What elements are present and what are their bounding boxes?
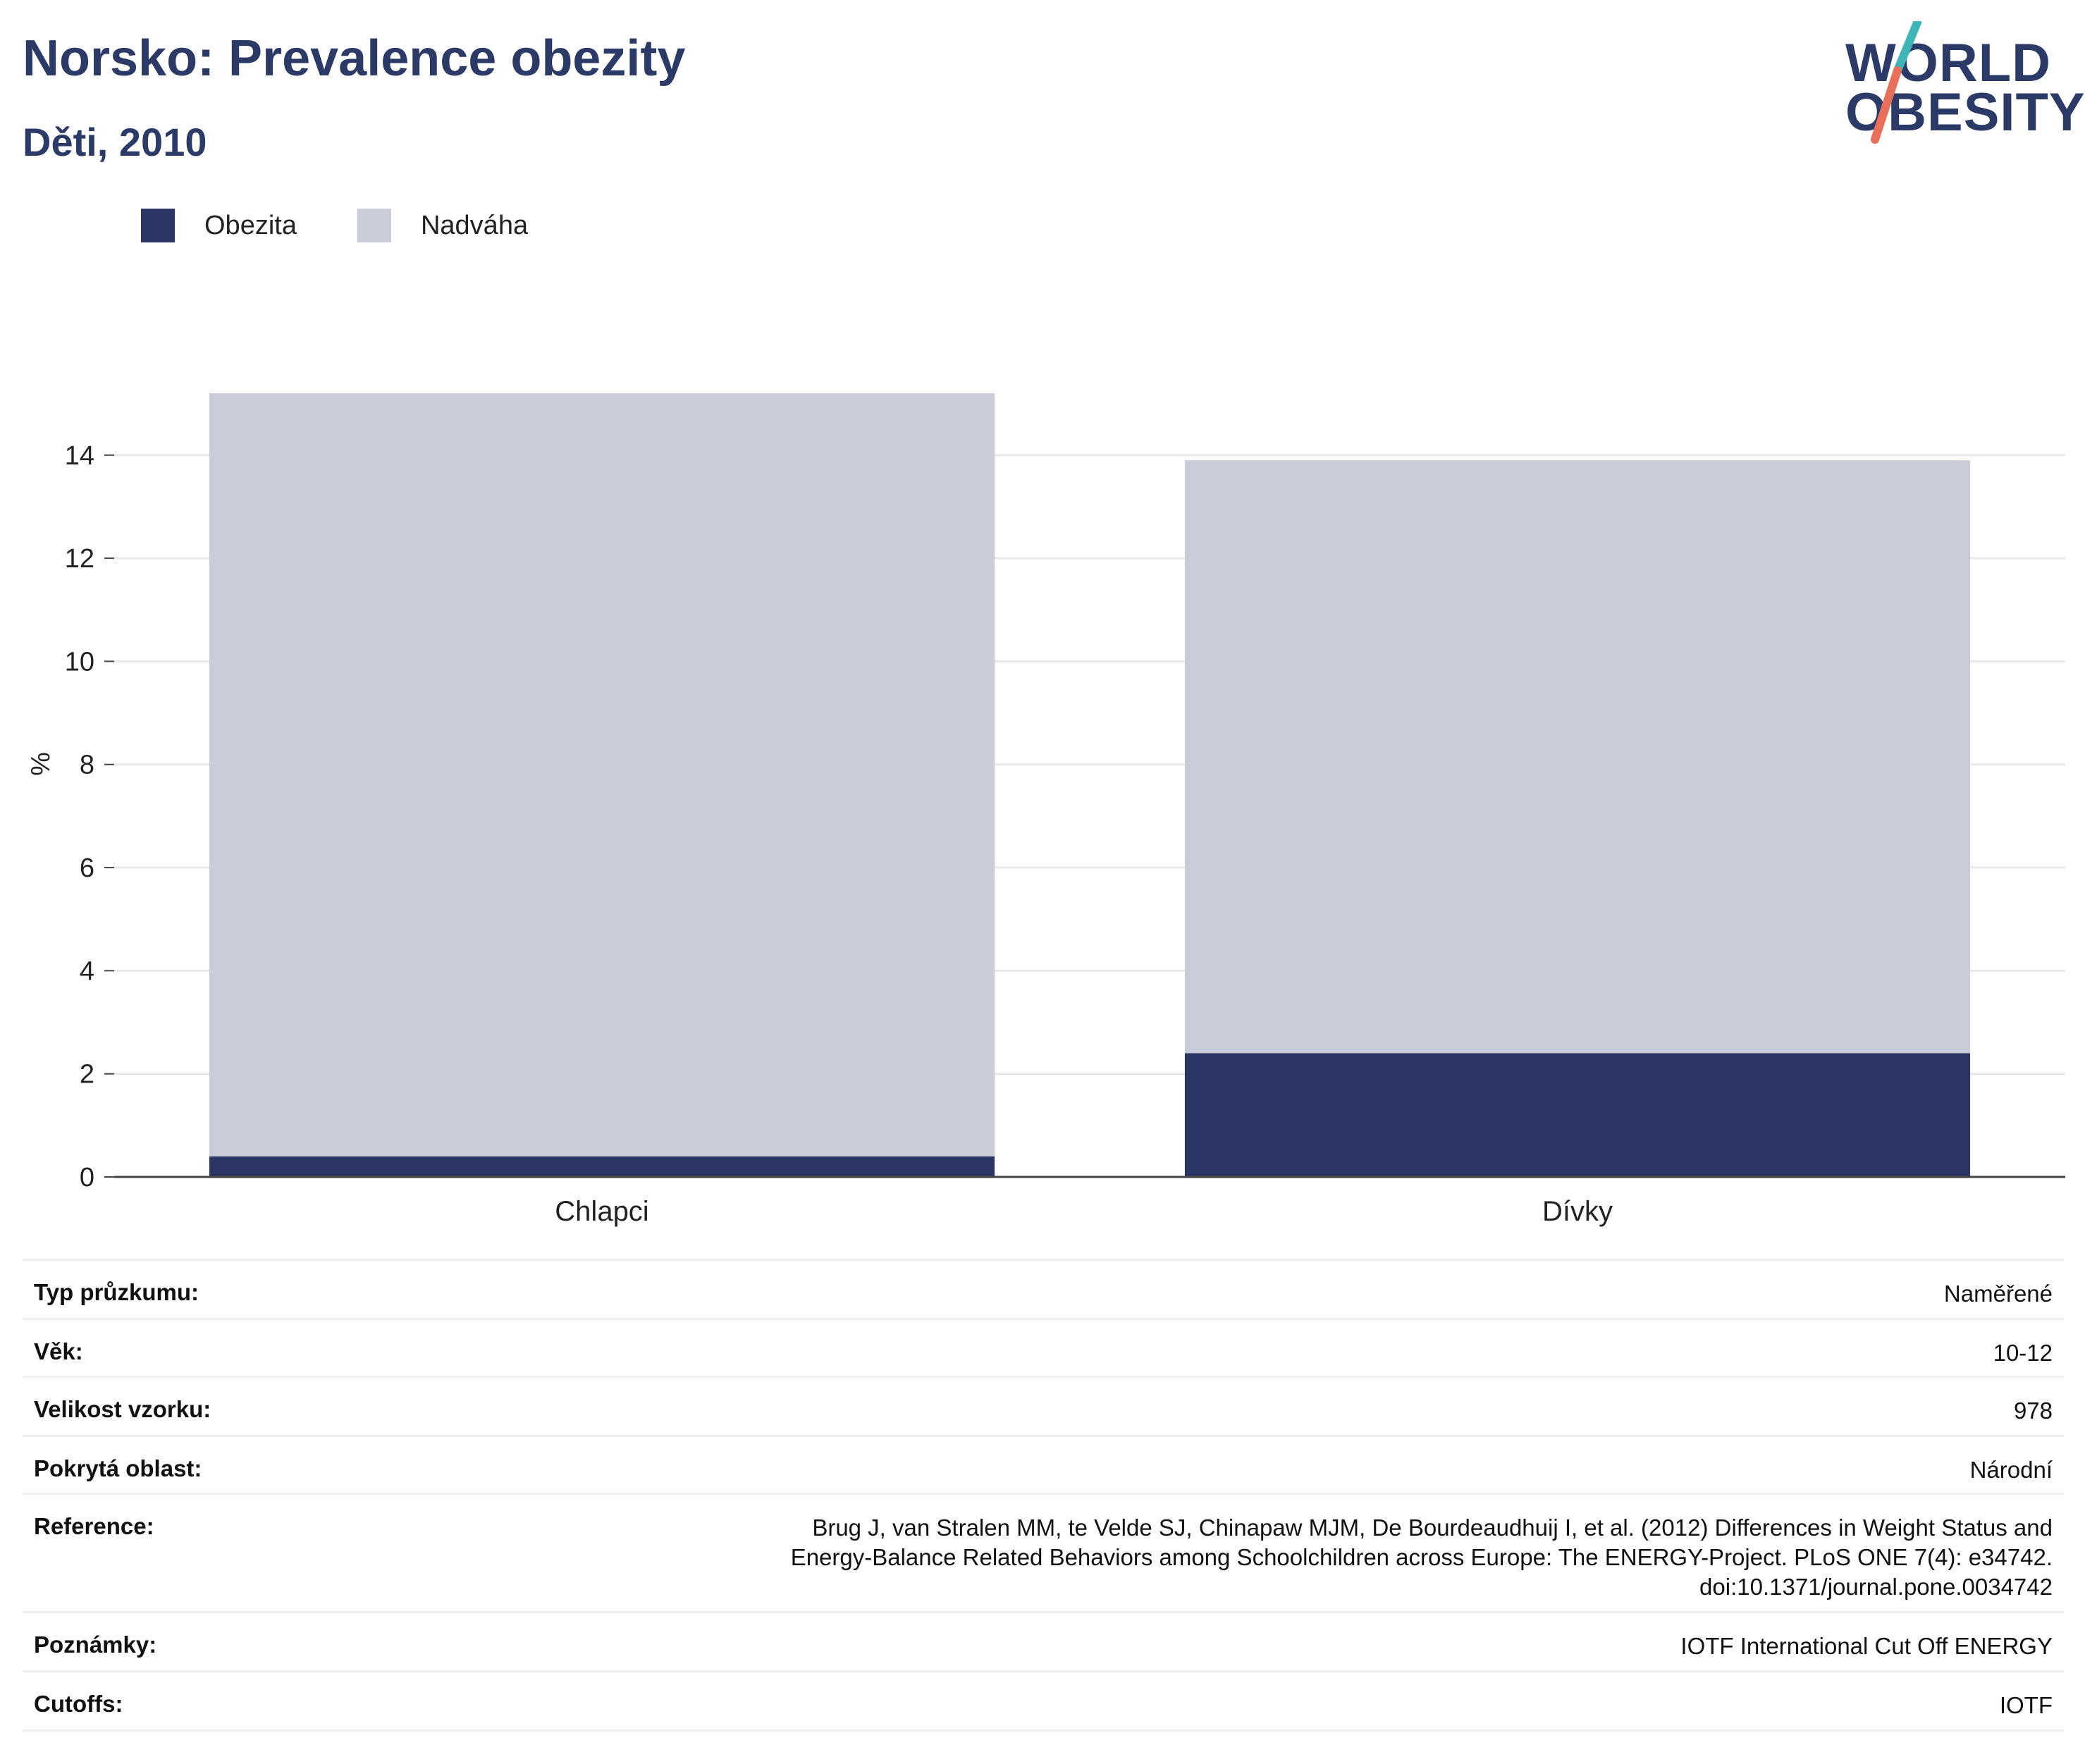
y-tick-label-10: 10 (65, 647, 94, 677)
info-key: Poznámky: (34, 1632, 157, 1658)
y-tick-label-14: 14 (65, 441, 94, 471)
info-key: Pokrytá oblast: (34, 1455, 202, 1481)
chart-title: Norsko: Prevalence obezity (23, 30, 686, 87)
logo-slash-icon (1871, 21, 1921, 144)
info-row: Cutoffs: IOTF (23, 1671, 2064, 1731)
legend-swatch-obesity (141, 209, 175, 242)
info-value: 10-12 (1993, 1340, 2053, 1366)
info-key: Typ průzkumu: (34, 1279, 199, 1305)
info-key: Cutoffs: (34, 1691, 123, 1717)
info-row: Poznámky: IOTF International Cut Off ENER… (23, 1612, 2064, 1672)
info-value: IOTF International Cut Off ENERGY (1680, 1633, 2053, 1659)
chart-legend: Obezita Nadváha (141, 209, 577, 242)
info-key: Věk: (34, 1338, 83, 1364)
x-category-label-0: Chlapci (555, 1196, 648, 1227)
info-value: Naměřené (1943, 1281, 2053, 1307)
y-tick-label-0: 0 (80, 1163, 94, 1192)
y-tick-label-8: 8 (80, 751, 94, 780)
info-key: Reference: (34, 1513, 154, 1539)
survey-info-table: Typ průzkumu: Naměřené Věk: 10-12 Velikost v… (23, 1259, 2064, 1732)
info-value: Brug J, van Stralen MM, te Velde SJ, Chi… (790, 1515, 2053, 1600)
info-row: Věk: 10-12 (23, 1319, 2064, 1377)
y-tick-label-6: 6 (80, 853, 94, 883)
legend-item-overweight[interactable]: Nadváha (357, 209, 528, 242)
info-row: Reference: Brug J, van Stralen MM, te Vel… (23, 1493, 2064, 1612)
chart-subtitle: Děti, 2010 (23, 120, 207, 164)
legend-label-obesity: Obezita (204, 210, 297, 240)
y-tick-label-4: 4 (80, 956, 94, 986)
legend-item-obesity[interactable]: Obezita (141, 209, 297, 242)
legend-swatch-overweight (357, 209, 391, 242)
info-key: Velikost vzorku: (34, 1396, 211, 1422)
info-value: Národní (1969, 1457, 2053, 1483)
bar-chlapci-obezita (209, 1156, 995, 1177)
world-obesity-logo: WORLD OBESITY (1833, 21, 2085, 148)
info-row: Pokrytá oblast: Národní (23, 1436, 2064, 1494)
x-category-label-1: Dívky (1542, 1196, 1613, 1227)
logo-word-world: WORLD (1845, 33, 2052, 93)
info-row: Typ průzkumu: Naměřené (23, 1259, 2064, 1319)
info-value: 978 (2013, 1398, 2053, 1424)
info-row: Velikost vzorku: 978 (23, 1376, 2064, 1436)
bar-dívky-obezita (1184, 1053, 1971, 1177)
y-tick-label-12: 12 (65, 544, 94, 574)
bar-chlapci-nadvaha (209, 393, 995, 1157)
bar-chart: 0 2 4 6 8 10 12 14% Chlapci Dívky (26, 393, 2065, 1227)
legend-label-overweight: Nadváha (420, 210, 529, 240)
info-value: IOTF (1999, 1692, 2053, 1718)
y-axis-label: % (26, 752, 56, 776)
y-tick-label-2: 2 (80, 1060, 94, 1090)
bar-dívky-nadvaha (1184, 460, 1971, 1054)
